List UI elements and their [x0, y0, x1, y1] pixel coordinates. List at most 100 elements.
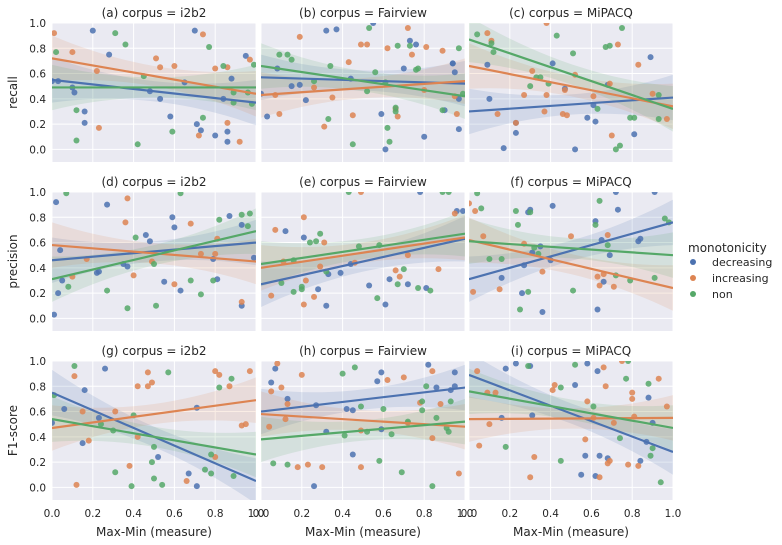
data-point-non — [553, 32, 560, 39]
data-point-non — [208, 451, 215, 458]
data-point-decreasing — [417, 192, 424, 195]
data-point-non — [349, 141, 356, 148]
data-point-increasing — [144, 383, 151, 390]
data-point-increasing — [394, 113, 401, 120]
data-point-non — [606, 42, 613, 49]
data-point-decreasing — [71, 89, 78, 96]
data-point-increasing — [238, 298, 245, 305]
x-tick-label: 1.0 — [248, 508, 265, 520]
data-point-decreasing — [366, 282, 373, 289]
data-point-increasing — [52, 30, 58, 37]
panel-title: (a) corpus = i2b2 — [102, 6, 207, 20]
data-point-decreasing — [433, 384, 440, 391]
data-point-increasing — [484, 30, 491, 37]
data-point-increasing — [282, 416, 289, 423]
data-point-non — [384, 124, 391, 131]
data-point-decreasing — [594, 306, 601, 313]
panel-g: (g) corpus = i2b2 0.0 0.2 0.4 0.6 0.8 1.0 F1-sc… — [6, 344, 264, 539]
data-point-decreasing — [500, 145, 507, 152]
data-point-decreasing — [157, 95, 164, 102]
data-point-increasing — [73, 481, 80, 488]
data-point-non — [474, 192, 481, 197]
data-point-non — [151, 443, 157, 450]
data-point-non — [649, 445, 656, 452]
data-point-decreasing — [169, 214, 176, 221]
data-point-non — [406, 42, 413, 49]
data-point-increasing — [635, 61, 642, 68]
y-tick-label: 0.2 — [29, 119, 46, 131]
data-point-non — [73, 107, 80, 114]
data-point-decreasing — [193, 483, 200, 490]
data-point-increasing — [71, 373, 78, 380]
data-point-decreasing — [155, 454, 162, 461]
data-point-increasing — [408, 51, 415, 58]
data-point-non — [132, 234, 139, 241]
data-point-increasing — [226, 383, 233, 390]
data-point-increasing — [435, 266, 442, 273]
data-point-non — [306, 239, 313, 246]
plot-area — [52, 192, 256, 318]
data-point-increasing — [304, 461, 311, 468]
panel-a: (a) corpus = i2b2 0.0 0.2 0.4 0.6 0.8 1.0 recal… — [6, 6, 257, 162]
data-point-increasing — [539, 268, 546, 275]
data-point-decreasing — [596, 452, 603, 459]
panel-h: (h) corpus = Fairview 0.0 0.2 0.4 0.6 0.8 1.0 M… — [253, 344, 474, 539]
data-point-non — [298, 283, 305, 290]
data-point-decreasing — [349, 407, 356, 414]
data-point-increasing — [69, 49, 76, 56]
y-tick-label: 0.8 — [29, 212, 46, 224]
data-point-increasing — [663, 403, 670, 410]
data-point-increasing — [568, 233, 574, 240]
data-point-decreasing — [142, 231, 149, 238]
data-point-non — [572, 361, 579, 368]
data-point-decreasing — [284, 395, 291, 402]
data-point-non — [490, 49, 497, 56]
x-tick-label: 0.6 — [375, 508, 392, 520]
y-axis-label: precision — [6, 234, 20, 288]
data-point-increasing — [582, 436, 589, 443]
data-point-non — [525, 363, 532, 370]
data-point-increasing — [549, 387, 556, 394]
data-point-non — [645, 380, 652, 387]
data-point-decreasing — [238, 221, 245, 228]
data-point-increasing — [602, 383, 609, 390]
data-point-decreasing — [106, 51, 113, 58]
data-point-increasing — [529, 68, 536, 75]
data-point-non — [151, 261, 157, 268]
data-point-decreasing — [449, 60, 456, 67]
data-point-decreasing — [378, 110, 385, 117]
x-axis-label: Max-Min (measure) — [513, 525, 629, 539]
data-point-decreasing — [146, 238, 153, 245]
data-point-decreasing — [406, 37, 413, 44]
data-point-non — [230, 472, 237, 479]
data-point-decreasing — [167, 113, 174, 120]
data-point-increasing — [357, 464, 364, 471]
regression-line-decreasing — [261, 386, 465, 413]
panel-title: (g) corpus = i2b2 — [101, 344, 206, 358]
data-point-increasing — [311, 293, 318, 300]
data-point-non — [228, 375, 235, 382]
x-tick-label: 0.8 — [416, 508, 433, 520]
data-point-decreasing — [81, 387, 88, 394]
data-point-increasing — [561, 86, 568, 93]
data-point-increasing — [349, 112, 356, 119]
data-point-non — [345, 192, 352, 195]
data-point-non — [372, 69, 379, 76]
data-point-non — [616, 142, 623, 149]
data-point-increasing — [453, 110, 460, 117]
data-point-non — [647, 452, 654, 459]
data-point-increasing — [655, 375, 662, 382]
legend-marker-increasing — [690, 275, 696, 281]
data-point-non — [325, 116, 332, 123]
panel-title: (c) corpus = MiPACQ — [509, 6, 633, 20]
data-point-non — [288, 56, 295, 63]
regression-line-decreasing — [469, 373, 673, 454]
x-tick-label: 0.2 — [501, 508, 518, 520]
panel-title: (b) corpus = Fairview — [299, 6, 427, 20]
data-point-non — [439, 107, 446, 114]
regression-line-increasing — [469, 416, 673, 421]
data-point-non — [270, 460, 277, 467]
data-point-non — [216, 216, 223, 223]
data-point-decreasing — [323, 27, 330, 34]
